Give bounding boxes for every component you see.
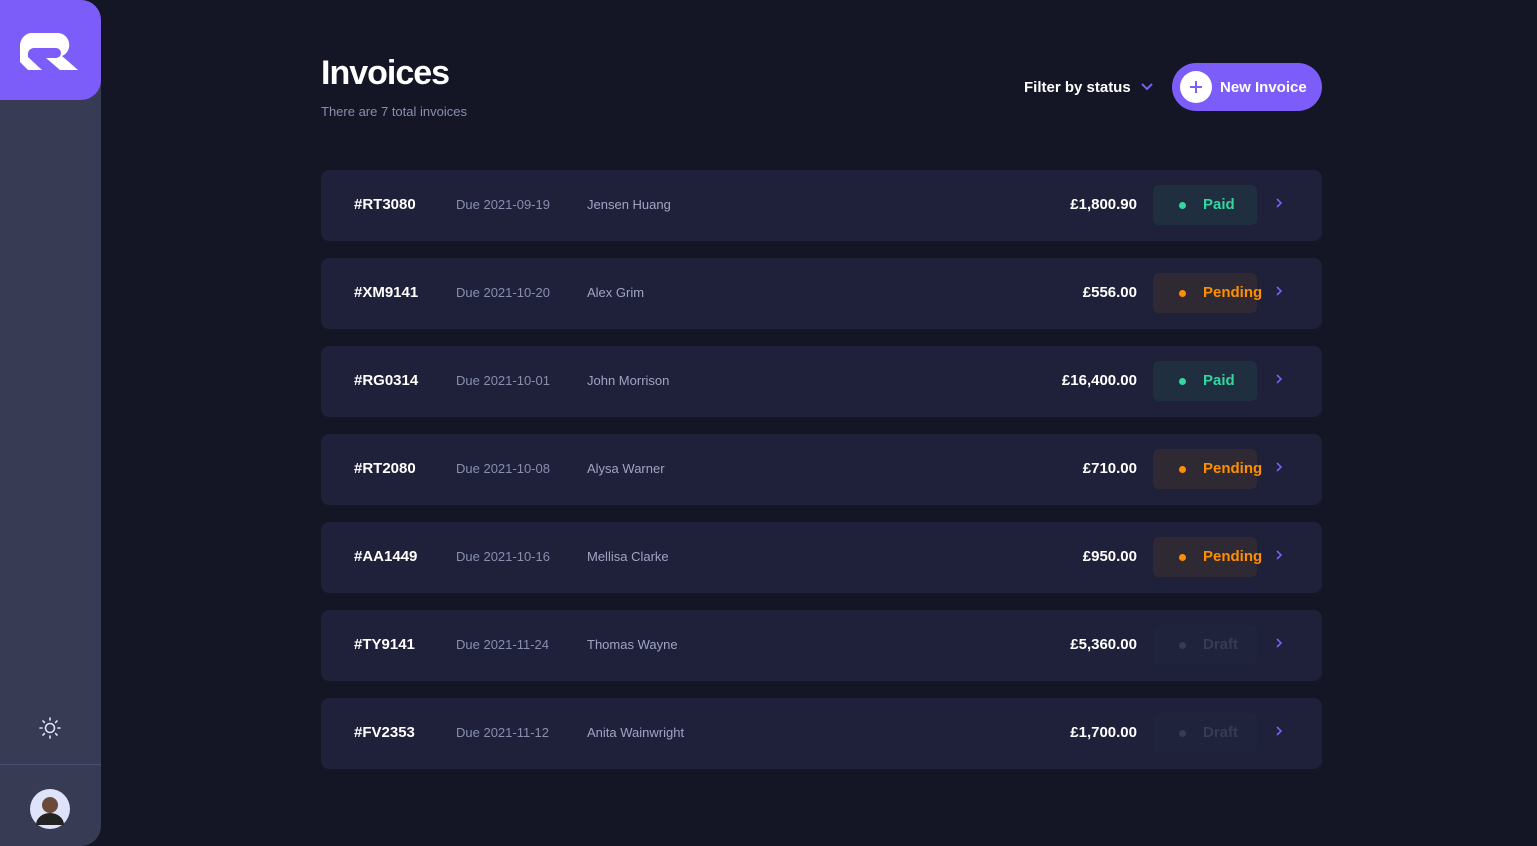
status-badge: Pending [1153,273,1262,313]
invoice-row[interactable]: #FV2353 Due 2021-11-12 Anita Wainwright £1,… [321,698,1322,769]
amount: £16,400.00 [1061,372,1137,389]
plus [1190,81,1202,93]
subtitle: There are 7 total invoices [321,104,467,119]
invoice-id: #TY9141 [354,636,415,653]
status-badge: Paid [1153,361,1257,401]
amount: £710.00 [1082,460,1137,477]
status-badge: Paid [1153,185,1257,225]
due-date: Due 2021-10-08 [456,461,550,476]
chevron-right [1275,461,1283,476]
chevron-icon [1276,462,1283,472]
button-label: New Invoice [1220,79,1307,96]
invoice-row[interactable]: #XM9141 Due 2021-10-20 Alex Grim £556.00 Pen… [321,258,1322,329]
amount: £556.00 [1082,284,1137,301]
chevron-icon [1276,286,1283,296]
status-text: Pending [1203,284,1263,301]
amount: £5,360.00 [1070,636,1137,653]
status-dot [1179,466,1186,473]
invoice-id: #RT3080 [354,196,416,213]
invoice-row[interactable]: #RG0314 Due 2021-10-01 John Morrison £16,40… [321,346,1322,417]
chevron-right [1275,373,1283,388]
status-badge: Pending [1153,537,1262,577]
due-date: Due 2021-09-19 [456,197,550,212]
client-name: Mellisa Clarke [587,549,669,564]
chevron-icon [1276,638,1283,648]
chevron-down [1141,83,1153,91]
due-date: Due 2021-11-24 [456,637,549,652]
invoice-row[interactable]: #RT3080 Due 2021-09-19 Jensen Huang £1,800.… [321,170,1322,241]
chevron-icon [1276,550,1283,560]
chevron-right [1275,637,1283,652]
status-text: Paid [1203,372,1235,389]
avatar[interactable] [30,789,70,829]
status-text: Draft [1203,724,1239,741]
sidebar [0,0,101,846]
amount: £1,700.00 [1070,724,1137,741]
chevron-icon [1276,374,1283,384]
client-name: Alex Grim [587,285,645,300]
status-text: Pending [1203,548,1263,565]
client-name: Anita Wainwright [587,725,685,740]
logo[interactable] [0,0,101,100]
plus-icon [1180,71,1212,103]
amount: £1,800.90 [1070,196,1137,213]
due-date: Due 2021-10-20 [456,285,550,300]
separator [0,764,101,765]
status-dot [1179,202,1186,209]
invoice-row[interactable]: #TY9141 Due 2021-11-24 Thomas Wayne £5,360.… [321,610,1322,681]
client-name: Jensen Huang [587,197,671,212]
status-dot [1179,642,1186,649]
amount: £950.00 [1082,548,1137,565]
invoice-row[interactable]: #AA1449 Due 2021-10-16 Mellisa Clarke £950.… [321,522,1322,593]
chevron-right [1275,725,1283,740]
status-badge: Pending [1153,449,1262,489]
page-title: Invoices [321,54,450,92]
invoice-id: #AA1449 [354,548,418,565]
status-text: Draft [1203,636,1239,653]
client-name: John Morrison [587,373,670,388]
filter-label: Filter by status [1024,79,1131,96]
due-date: Due 2021-11-12 [456,725,549,740]
status-dot [1179,290,1186,297]
due-date: Due 2021-10-01 [456,373,550,388]
filter-dropdown[interactable]: Filter by status [1024,79,1153,96]
invoice-id: #XM9141 [354,284,419,301]
logo-icon [19,33,78,70]
invoice-row[interactable]: #RT2080 Due 2021-10-08 Alysa Warner £710.00… [321,434,1322,505]
chevron-icon [1276,198,1283,208]
status-dot [1179,554,1186,561]
new-invoice-button[interactable]: New Invoice [1172,63,1322,111]
chevron-right [1275,197,1283,212]
status-badge: Draft [1153,625,1257,665]
client-name: Thomas Wayne [587,637,678,652]
status-text: Paid [1203,196,1235,213]
status-dot [1179,378,1186,385]
chevron-right [1275,549,1283,564]
client-name: Alysa Warner [587,461,665,476]
chevron-icon [1276,726,1283,736]
due-date: Due 2021-10-16 [456,549,550,564]
status-text: Pending [1203,460,1263,477]
status-badge: Draft [1153,713,1257,753]
invoice-id: #RT2080 [354,460,416,477]
theme-toggle[interactable] [38,716,62,740]
chevron-right [1275,285,1283,300]
invoice-id: #RG0314 [354,372,419,389]
invoice-id: #FV2353 [354,724,415,741]
status-dot [1179,730,1186,737]
